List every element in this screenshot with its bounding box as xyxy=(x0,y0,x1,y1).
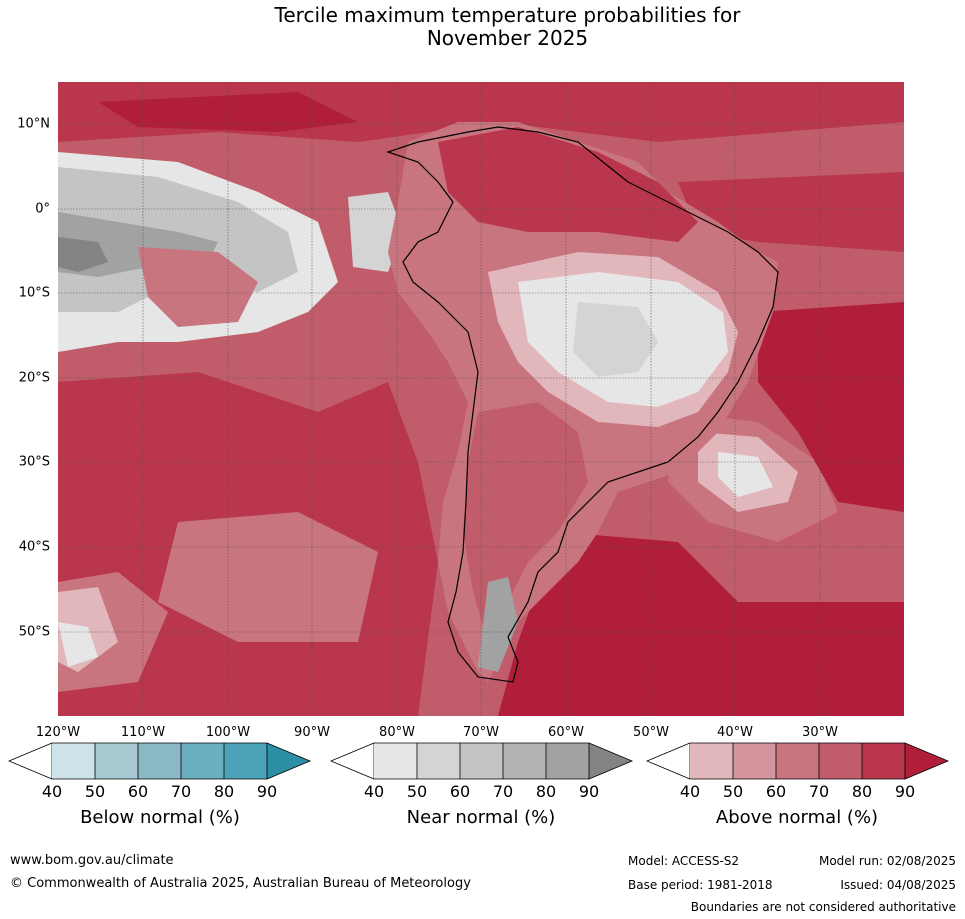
below-swatch-0 xyxy=(52,743,95,779)
atlantic-above-80 xyxy=(678,172,904,252)
above-tick-60: 60 xyxy=(765,782,787,801)
below-swatch-3 xyxy=(181,743,224,779)
north-sa-above-80 xyxy=(438,127,698,242)
below-swatch-2 xyxy=(138,743,181,779)
near-swatch-3 xyxy=(503,743,546,779)
near-normal-title: Near normal (%) xyxy=(406,807,556,828)
lon-label-70w: 70°W xyxy=(463,725,499,740)
pacific-sw-near-40 xyxy=(58,622,98,667)
boundaries-disclaimer: Boundaries are not considered authoritat… xyxy=(690,900,956,914)
above-tick-50: 50 xyxy=(722,782,744,801)
copyright-text: © Commonwealth of Australia 2025, Austra… xyxy=(10,876,471,891)
title-line-2: November 2025 xyxy=(426,26,589,50)
eq-pacific-near-90 xyxy=(58,237,108,272)
below-tick-50: 50 xyxy=(84,782,106,801)
below-normal-colorbar xyxy=(8,742,312,780)
lon-label-120w: 120°W xyxy=(35,725,81,740)
below-tick-60: 60 xyxy=(127,782,149,801)
below-tick-90: 90 xyxy=(256,782,278,801)
above-normal-title: Above normal (%) xyxy=(715,807,879,828)
near-upper-arrow xyxy=(588,742,634,780)
title-line-1: Tercile maximum temperature probabilitie… xyxy=(274,3,741,27)
near-lower-arrow xyxy=(330,742,375,780)
probability-map xyxy=(58,82,904,716)
lon-label-60w: 60°W xyxy=(548,725,584,740)
map-svg xyxy=(58,82,904,716)
lat-label-0: 0° xyxy=(35,201,50,217)
below-swatches xyxy=(52,743,267,779)
near-swatch-4 xyxy=(546,743,589,779)
above-tick-90: 90 xyxy=(894,782,916,801)
below-normal-title: Below normal (%) xyxy=(80,807,240,828)
map-title: Tercile maximum temperature probabilitie… xyxy=(0,4,965,50)
graticule xyxy=(58,82,904,716)
above-tick-70: 70 xyxy=(808,782,830,801)
above-swatches xyxy=(690,743,905,779)
above-swatch-0 xyxy=(690,743,733,779)
lat-label-10s: 10°S xyxy=(18,285,50,301)
base-period-label: Base period: 1981-2018 xyxy=(628,878,773,892)
above-normal-colorbar xyxy=(646,742,950,780)
near-swatches xyxy=(374,743,589,779)
near-swatch-0 xyxy=(374,743,417,779)
near-tick-60: 60 xyxy=(449,782,471,801)
lon-label-100w: 100°W xyxy=(205,725,251,740)
near-tick-70: 70 xyxy=(492,782,514,801)
near-tick-80: 80 xyxy=(535,782,557,801)
below-tick-80: 80 xyxy=(213,782,235,801)
issued-label: Issued: 04/08/2025 xyxy=(840,878,956,892)
website-link[interactable]: www.bom.gov.au/climate xyxy=(10,853,174,868)
above-tick-40: 40 xyxy=(679,782,701,801)
model-label: Model: ACCESS-S2 xyxy=(628,854,740,868)
above-tick-80: 80 xyxy=(851,782,873,801)
south-atlantic-above-90 xyxy=(498,532,904,716)
coastline xyxy=(386,126,779,683)
brazil-near-50 xyxy=(573,302,658,377)
below-lower-arrow xyxy=(8,742,53,780)
below-tick-70: 70 xyxy=(170,782,192,801)
near-tick-50: 50 xyxy=(406,782,428,801)
lon-label-110w: 110°W xyxy=(120,725,166,740)
lon-label-80w: 80°W xyxy=(379,725,415,740)
near-normal-colorbar xyxy=(330,742,634,780)
near-tick-90: 90 xyxy=(578,782,600,801)
above-swatch-1 xyxy=(733,743,776,779)
lat-label-20s: 20°S xyxy=(18,370,50,386)
lat-label-10n: 10°N xyxy=(17,116,50,132)
atlantic-near-40 xyxy=(718,452,773,497)
lon-label-40w: 40°W xyxy=(717,725,753,740)
above-upper-arrow xyxy=(904,742,950,780)
lon-label-30w: 30°W xyxy=(802,725,838,740)
near-tick-40: 40 xyxy=(363,782,385,801)
below-tick-40: 40 xyxy=(41,782,63,801)
lon-label-90w: 90°W xyxy=(294,725,330,740)
above-lower-arrow xyxy=(646,742,691,780)
east-atlantic-above-90 xyxy=(758,302,904,512)
near-swatch-2 xyxy=(460,743,503,779)
patagonia-near-80 xyxy=(478,577,518,672)
below-swatch-4 xyxy=(224,743,267,779)
above-swatch-2 xyxy=(776,743,819,779)
lat-label-30s: 30°S xyxy=(18,454,50,470)
lon-label-50w: 50°W xyxy=(633,725,669,740)
model-run-label: Model run: 02/08/2025 xyxy=(818,854,956,868)
pacific-above-60 xyxy=(158,512,378,642)
above-swatch-3 xyxy=(819,743,862,779)
below-swatch-1 xyxy=(95,743,138,779)
near-swatch-1 xyxy=(417,743,460,779)
lat-label-40s: 40°S xyxy=(18,539,50,555)
above-swatch-4 xyxy=(862,743,905,779)
lat-label-50s: 50°S xyxy=(18,624,50,640)
below-upper-arrow xyxy=(266,742,312,780)
